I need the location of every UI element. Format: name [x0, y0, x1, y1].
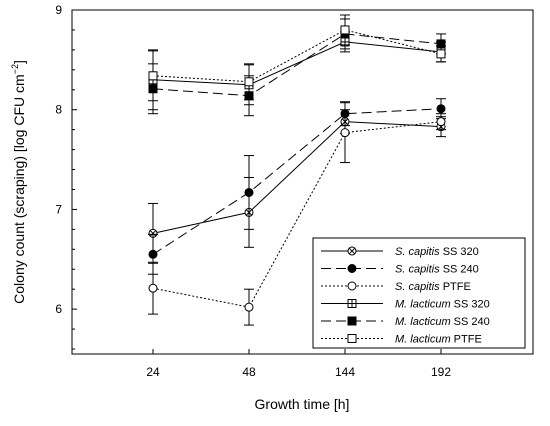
data-point [340, 128, 350, 138]
legend-species: M. lacticum [395, 316, 451, 328]
data-point [436, 117, 446, 127]
legend-marker [347, 264, 357, 273]
legend-marker-cross [348, 247, 356, 255]
legend-label: M. lacticum SS 240 [395, 316, 490, 328]
data-point [244, 302, 254, 312]
series-line [152, 33, 442, 97]
x-tick-label: 48 [242, 365, 256, 379]
y-axis-title: Colony count (scraping) [log CFU cm−2] [10, 60, 27, 304]
legend-surface: PTFE [451, 334, 482, 346]
data-point [340, 25, 350, 35]
legend-species: M. lacticum [395, 299, 451, 311]
legend-marker [347, 316, 357, 326]
data-point [244, 77, 254, 87]
data-point [148, 71, 158, 81]
x-tick-label: 192 [431, 365, 451, 379]
x-tick-label: 144 [335, 365, 355, 379]
data-point [148, 249, 158, 259]
series-6 [148, 14, 446, 102]
series-line [152, 121, 442, 308]
y-axis-title-sup: −2 [10, 64, 20, 74]
legend-box [312, 237, 526, 349]
x-tick-label: 24 [146, 365, 160, 379]
series-line [152, 108, 442, 255]
legend-surface: SS 320 [440, 246, 479, 258]
y-axis-title-main: Colony count (scraping) [log CFU cm [11, 74, 27, 304]
y-axis-title-end: ] [11, 60, 27, 64]
legend-species: S. capitis [395, 281, 440, 293]
data-point [244, 187, 254, 197]
legend-surface: PTFE [440, 281, 471, 293]
legend-label: M. lacticum SS 320 [395, 299, 490, 311]
legend-species: M. lacticum [395, 334, 451, 346]
legend-surface: SS 240 [440, 264, 479, 276]
series-line [152, 121, 442, 234]
legend-label: S. capitis SS 240 [395, 264, 479, 276]
legend-surface: SS 240 [451, 316, 490, 328]
y-tick-label: 8 [55, 103, 62, 117]
data-point-cross [149, 230, 157, 237]
data-point [436, 104, 446, 114]
data-point [436, 49, 446, 59]
data-point [148, 283, 158, 293]
series-3 [148, 102, 446, 326]
legend-label: S. capitis PTFE [395, 281, 471, 293]
y-tick-label: 7 [55, 202, 62, 216]
legend-species: S. capitis [395, 264, 440, 276]
x-axis-title: Growth time [h] [255, 396, 350, 412]
legend-marker [347, 281, 357, 291]
legend-surface: SS 320 [451, 299, 490, 311]
legend-label: S. capitis SS 320 [395, 246, 479, 258]
y-tick-label: 6 [55, 302, 62, 316]
axes: 24 48 144 192 6 7 8 9 [55, 3, 451, 379]
legend-marker [347, 334, 357, 343]
series-layer [148, 14, 446, 326]
y-tick-label: 9 [55, 3, 62, 17]
series-line [152, 41, 442, 86]
series-line [152, 29, 442, 83]
legend-species: S. capitis [395, 246, 440, 258]
legend-label: M. lacticum PTFE [395, 334, 482, 346]
